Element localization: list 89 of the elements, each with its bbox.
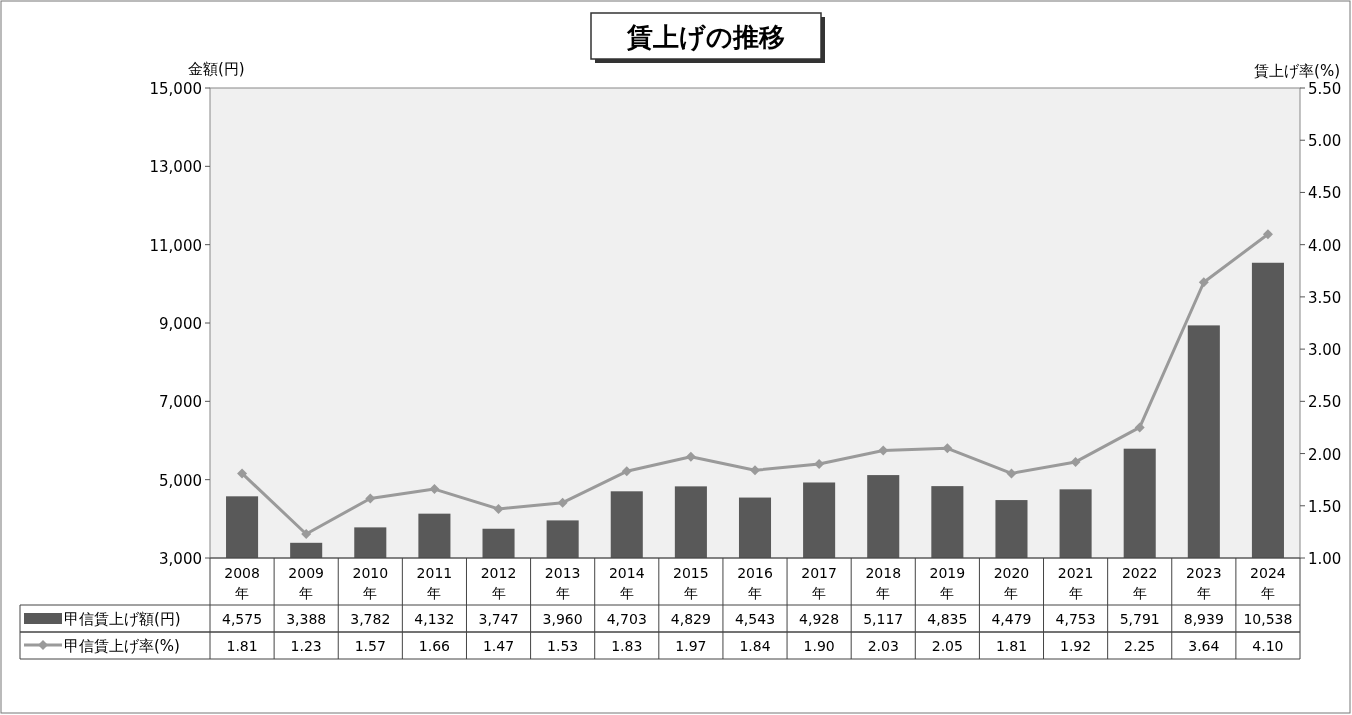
y2-tick-label: 2.50 (1308, 393, 1342, 412)
point (1006, 468, 1017, 479)
data-label: 5,117 (863, 611, 904, 627)
y-tick-label: 3,000 (159, 550, 202, 568)
y2-tick-label: 1.00 (1308, 550, 1342, 568)
point (685, 451, 696, 462)
y-tick-label: 13,000 (149, 158, 202, 177)
x-tick-label: 2024年 (1250, 565, 1286, 601)
data-label: 3,782 (350, 611, 391, 627)
data-label: 4,132 (414, 611, 455, 627)
point (557, 497, 568, 508)
x-tick-label: 2008年 (224, 565, 260, 601)
data-label: 10,538 (1243, 611, 1293, 627)
data-label: 8,939 (1183, 611, 1224, 627)
x-tick-label: 2016年 (737, 565, 773, 601)
data-label: 3.64 (1188, 638, 1220, 654)
data-label: 5,791 (1119, 611, 1160, 627)
data-label: 4,479 (991, 611, 1032, 627)
y2-tick-label: 5.00 (1308, 132, 1342, 151)
legend-label: 甲信賃上げ率(%) (64, 637, 180, 655)
point (1262, 229, 1273, 240)
y-tick-label: 9,000 (159, 315, 202, 333)
y-tick-label: 15,000 (149, 80, 202, 98)
point (750, 465, 760, 476)
x-tick-label: 2014年 (608, 565, 645, 601)
point (1070, 456, 1081, 467)
data-label: 4,543 (734, 611, 776, 627)
point (365, 493, 376, 504)
data-label: 3,747 (478, 611, 519, 627)
y2-tick-label: 3.50 (1308, 288, 1342, 307)
data-label: 1.81 (226, 638, 258, 654)
data-label: 1.66 (418, 638, 451, 654)
data-label: 2.03 (867, 638, 899, 654)
y2-tick-label: 3.00 (1308, 341, 1342, 360)
data-label: 4.10 (1252, 638, 1284, 654)
point (493, 503, 504, 514)
y2-tick-label: 2.00 (1308, 445, 1342, 464)
data-label: 4,829 (670, 611, 711, 627)
data-label: 1.84 (739, 638, 771, 654)
x-tick-label: 2010年 (352, 565, 389, 601)
x-tick-label: 2011年 (416, 565, 453, 601)
data-label: 1.92 (1060, 638, 1092, 654)
y-tick-label: 11,000 (149, 236, 202, 255)
y-axis-title: 金額(円) (188, 60, 245, 78)
y2-tick-label: 4.50 (1308, 184, 1342, 203)
data-label: 4,835 (927, 611, 968, 627)
data-label: 1.97 (675, 638, 707, 654)
point (621, 466, 632, 477)
x-tick-label: 2019年 (929, 565, 966, 601)
data-label: 1.47 (482, 638, 515, 654)
data-label: 3,388 (286, 611, 327, 627)
point (237, 468, 248, 479)
point (1198, 277, 1209, 288)
x-tick-label: 2013年 (544, 565, 581, 601)
legend-label: 甲信賃上げ額(円) (64, 610, 181, 628)
y2-tick-label: 5.50 (1308, 80, 1342, 98)
y-tick-label: 7,000 (159, 393, 202, 412)
x-tick-label: 2021年 (1057, 565, 1094, 601)
point (1134, 422, 1145, 433)
y2-tick-label: 4.00 (1308, 236, 1342, 255)
data-label: 4,575 (222, 611, 263, 627)
data-label: 1.57 (354, 638, 386, 654)
x-tick-label: 2012年 (480, 565, 517, 601)
point (301, 528, 312, 539)
data-label: 2.25 (1124, 638, 1156, 654)
point (942, 443, 953, 454)
x-tick-label: 2020年 (993, 565, 1030, 601)
x-tick-label: 2017年 (801, 565, 837, 601)
data-label: 4,928 (799, 611, 840, 627)
chart-title: 賃上げの推移 (626, 22, 785, 52)
x-tick-label: 2009年 (288, 565, 324, 601)
y2-tick-label: 1.50 (1308, 497, 1342, 516)
data-label: 1.53 (547, 638, 579, 654)
x-tick-label: 2018年 (865, 565, 902, 601)
x-tick-label: 2015年 (673, 565, 709, 601)
data-label: 1.23 (290, 638, 322, 654)
data-label: 1.83 (611, 638, 643, 654)
point (814, 459, 825, 469)
x-tick-label: 2022年 (1121, 565, 1158, 601)
data-label: 1.90 (803, 638, 835, 654)
data-label: 1.81 (995, 638, 1028, 654)
y2-axis-title: 賃上げ率(%) (1254, 62, 1340, 80)
data-label: 4,753 (1055, 611, 1096, 627)
point (429, 484, 440, 495)
y-tick-label: 5,000 (159, 471, 202, 490)
data-label: 2.05 (931, 638, 963, 654)
x-tick-label: 2023年 (1186, 565, 1222, 601)
data-label: 3,960 (542, 611, 583, 627)
data-label: 4,703 (606, 611, 647, 627)
